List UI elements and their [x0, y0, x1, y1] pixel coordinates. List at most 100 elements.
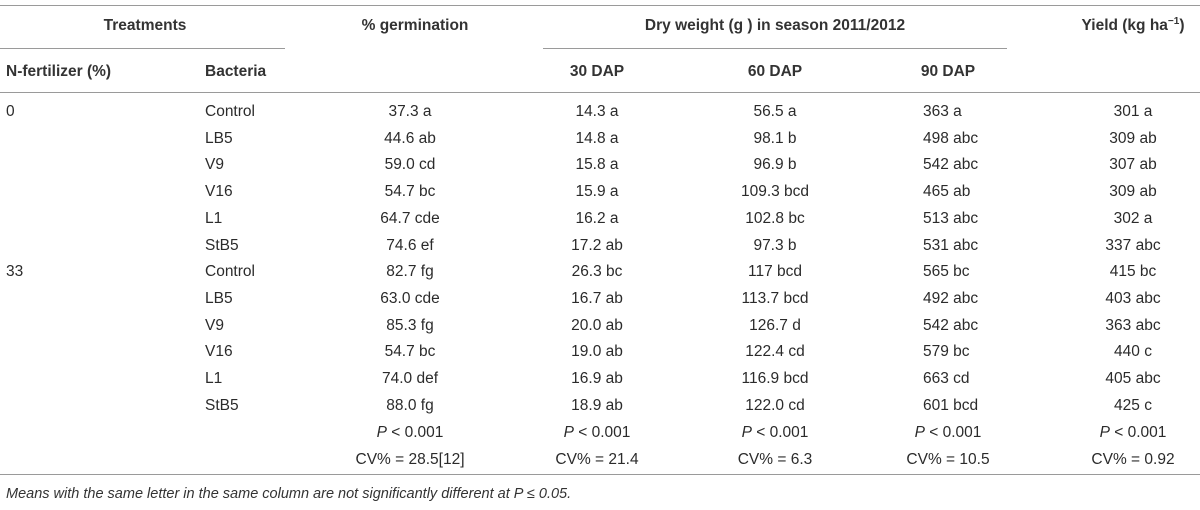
- dap30-cell: 14.8 a: [575, 129, 619, 147]
- table-bottom-rule: [0, 474, 1200, 475]
- dap90-cell: 531 abc: [923, 236, 979, 254]
- dap60-cell: 117 bcd: [747, 263, 803, 281]
- top-rule: [0, 5, 1200, 6]
- p-value-dap90: P < 0.001: [915, 424, 982, 442]
- dap60-cell: 56.5 a: [753, 103, 797, 120]
- p-value-text: < 0.001: [573, 424, 631, 441]
- p-value-text: < 0.001: [924, 424, 982, 441]
- dap30-cell: 15.9 a: [575, 183, 619, 201]
- germination-cell: 44.6 ab: [384, 129, 436, 147]
- yield-header-superscript: −1: [1167, 15, 1180, 27]
- germination-header: % germination: [361, 17, 469, 34]
- dap30-cell: 17.2 ab: [571, 236, 623, 254]
- dap60-cell: 122.0 cd: [745, 396, 805, 414]
- bacteria-cell: V16: [205, 343, 233, 361]
- dap90-cell: 565 bc: [923, 263, 970, 281]
- p-value-dap60: P < 0.001: [742, 424, 809, 442]
- bacteria-cell: L1: [205, 209, 223, 227]
- yield-cell: 405 abc: [1105, 370, 1161, 387]
- dap30-cell: 16.7 ab: [571, 289, 623, 307]
- dap60-cell: 102.8 bc: [745, 209, 805, 227]
- cv-dap30: CV% = 21.4: [555, 451, 639, 468]
- p-value-yield: P < 0.001: [1100, 424, 1167, 442]
- germination-cell: 88.0 fg: [386, 396, 434, 414]
- yield-cell: 363 abc: [1105, 316, 1161, 334]
- n-fertilizer-cell: 33: [6, 263, 24, 281]
- dap30-cell: 16.2 a: [575, 209, 619, 227]
- germination-cell: 54.7 bc: [384, 343, 436, 361]
- dap30-cell: 18.9 ab: [571, 396, 623, 414]
- bacteria-cell: Control: [205, 103, 255, 120]
- yield-cell: 301 a: [1113, 103, 1153, 120]
- p-value-dap30: P < 0.001: [564, 424, 631, 442]
- dap90-cell: 579 bc: [923, 343, 970, 361]
- dap60-cell: 126.7 d: [749, 316, 801, 334]
- dap60-header: 60 DAP: [747, 63, 803, 80]
- dap30-cell: 26.3 bc: [571, 263, 623, 281]
- dap30-header: 30 DAP: [569, 63, 625, 80]
- bacteria-cell: StB5: [205, 236, 239, 254]
- yield-cell: 309 ab: [1109, 129, 1157, 147]
- n-fertilizer-header: N-fertilizer (%): [6, 63, 112, 80]
- dap90-cell: 363 a: [923, 103, 962, 120]
- dry-weight-header: Dry weight (g ) in season 2011/2012: [644, 17, 906, 34]
- germination-cell: 74.0 def: [381, 370, 439, 387]
- dap30-cell: 16.9 ab: [571, 370, 623, 387]
- dap90-cell: 601 bcd: [923, 396, 979, 414]
- dap60-cell: 96.9 b: [753, 156, 797, 174]
- p-symbol: P: [563, 424, 574, 441]
- bacteria-cell: V9: [205, 156, 224, 174]
- germination-cell: 54.7 bc: [384, 183, 436, 201]
- germination-cell: 64.7 cde: [380, 209, 440, 227]
- p-symbol: P: [914, 424, 925, 441]
- bacteria-cell: LB5: [205, 129, 233, 147]
- yield-cell: 302 a: [1113, 209, 1153, 227]
- dap30-cell: 14.3 a: [575, 103, 619, 120]
- yield-cell: 403 abc: [1105, 289, 1161, 307]
- p-value-text: < 0.001: [1109, 424, 1167, 441]
- dap90-cell: 513 abc: [923, 209, 979, 227]
- dry-weight-subrule: [543, 48, 1007, 49]
- dap60-cell: 116.9 bcd: [741, 370, 809, 387]
- dap60-cell: 97.3 b: [753, 236, 797, 254]
- dap60-cell: 98.1 b: [753, 129, 797, 147]
- bacteria-cell: StB5: [205, 396, 239, 414]
- yield-header-close: ): [1179, 17, 1185, 34]
- p-value-text: < 0.001: [386, 424, 444, 441]
- cv-dap60: CV% = 6.3: [737, 451, 813, 468]
- header-bottom-rule: [0, 92, 1200, 93]
- bacteria-cell: V16: [205, 183, 233, 201]
- treatments-subrule: [0, 48, 285, 49]
- dap90-cell: 465 ab: [923, 183, 971, 201]
- cv-germination: CV% = 28.5[12]: [355, 451, 465, 468]
- p-value-germination: P < 0.001: [377, 424, 444, 442]
- dap90-cell: 663 cd: [923, 370, 970, 387]
- yield-cell: 309 ab: [1109, 183, 1157, 201]
- cv-yield: CV% = 0.92: [1091, 451, 1175, 468]
- yield-cell: 307 ab: [1109, 156, 1157, 174]
- dap60-cell: 122.4 cd: [745, 343, 805, 361]
- table-footnote: Means with the same letter in the same c…: [6, 486, 572, 502]
- dap90-cell: 498 abc: [923, 129, 979, 147]
- dap90-cell: 542 abc: [923, 156, 979, 174]
- germination-cell: 37.3 a: [388, 103, 432, 120]
- p-symbol: P: [741, 424, 752, 441]
- bacteria-header: Bacteria: [205, 63, 267, 80]
- bacteria-cell: LB5: [205, 289, 233, 307]
- cv-dap90: CV% = 10.5: [906, 451, 990, 468]
- yield-cell: 425 c: [1114, 396, 1152, 414]
- dap90-header: 90 DAP: [920, 63, 976, 80]
- dap60-cell: 109.3 bcd: [740, 183, 810, 201]
- n-fertilizer-cell: 0: [6, 103, 15, 120]
- dap90-cell: 542 abc: [923, 316, 979, 334]
- germination-cell: 85.3 fg: [386, 316, 434, 334]
- dap30-cell: 20.0 ab: [571, 316, 623, 334]
- yield-cell: 415 bc: [1109, 263, 1157, 281]
- germination-cell: 82.7 fg: [386, 263, 434, 281]
- yield-cell: 440 c: [1114, 343, 1152, 361]
- dap30-cell: 15.8 a: [575, 156, 619, 174]
- germination-cell: 63.0 cde: [380, 289, 440, 307]
- germination-cell: 74.6 ef: [386, 236, 434, 254]
- yield-cell: 337 abc: [1105, 236, 1161, 254]
